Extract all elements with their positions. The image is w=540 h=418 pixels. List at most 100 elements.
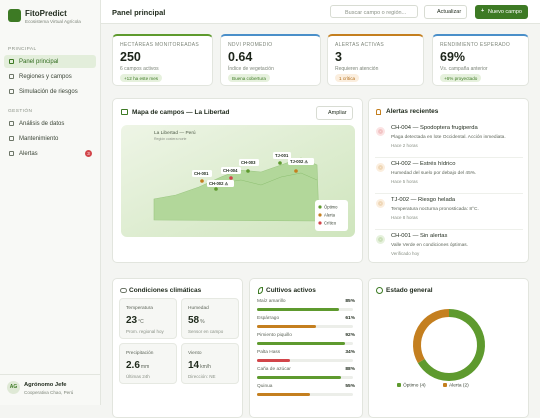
climate-value: 23°C bbox=[126, 315, 144, 326]
divider bbox=[375, 193, 523, 194]
alerts-card: Alertas recientes CH-004 — Spodoptera fr… bbox=[368, 98, 529, 263]
field-marker[interactable] bbox=[278, 161, 282, 165]
kpi-card: RENDIMIENTO ESPERADO 69% Vs. campaña anter… bbox=[432, 34, 529, 86]
bell-icon bbox=[376, 109, 381, 115]
field-marker[interactable] bbox=[229, 176, 233, 180]
top-bar: Panel principal Buscar campo o región...… bbox=[101, 0, 540, 24]
crop-name: Palta Hass bbox=[257, 350, 281, 355]
field-marker[interactable] bbox=[200, 179, 204, 183]
kpi-card: HECTÁREAS MONITOREADAS 250 6 campos activo… bbox=[112, 34, 213, 86]
user-org: Cooperativa Chao, Perú bbox=[24, 390, 74, 395]
climate-box: Precipitación 2.6mm Últimas 24h bbox=[119, 343, 177, 384]
divider bbox=[375, 229, 523, 230]
search-placeholder: Buscar campo o región... bbox=[345, 9, 407, 16]
field-label[interactable]: TJ-001 bbox=[275, 153, 289, 158]
alert-text: Temperatura nocturna pronosticada: 8°C. bbox=[391, 207, 479, 212]
kpi-sub: Requieren atención bbox=[335, 66, 379, 72]
nav-item[interactable]: Alertas 3 bbox=[4, 147, 96, 160]
search-box[interactable]: Buscar campo o región... bbox=[330, 5, 418, 18]
field-label[interactable]: CH-002 ⚠ bbox=[209, 181, 229, 186]
kpi-label: ALERTAS ACTIVAS bbox=[335, 42, 384, 48]
field-label[interactable]: CH-004 bbox=[223, 168, 238, 173]
field-label[interactable]: CH-003 bbox=[241, 160, 256, 165]
nav-item[interactable]: Simulación de riesgos bbox=[4, 85, 96, 98]
field-label[interactable]: TJ-002 ⚠ bbox=[290, 159, 308, 164]
climate-number: 23 bbox=[126, 315, 138, 326]
nav-label: Panel principal bbox=[19, 58, 59, 65]
button-label: Nuevo campo bbox=[488, 9, 522, 15]
crop-name: Espárrago bbox=[257, 316, 280, 321]
field-marker[interactable] bbox=[294, 169, 298, 173]
donut-segment bbox=[417, 309, 485, 381]
button-label: Actualizar bbox=[437, 9, 462, 15]
nav-label: Mantenimiento bbox=[19, 135, 59, 142]
climate-label: Precipitación bbox=[126, 351, 154, 356]
nav-item[interactable]: Análisis de datos bbox=[4, 117, 96, 130]
kpi-value: 3 bbox=[335, 50, 342, 64]
alert-time: Hace 8 horas bbox=[391, 215, 418, 220]
climate-label: Viento bbox=[188, 351, 202, 356]
terrain-contour bbox=[220, 172, 318, 186]
legend-swatch bbox=[318, 205, 322, 209]
map: La Libertad — Perú Región costera norte … bbox=[121, 125, 355, 237]
crop-percent: 92% bbox=[345, 333, 355, 338]
new-field-button[interactable]: + Nuevo campo bbox=[475, 5, 528, 19]
field-label[interactable]: CH-001 bbox=[194, 171, 209, 176]
alert-title[interactable]: CH-004 — Spodoptera frugiperda bbox=[391, 125, 478, 131]
alert-title[interactable]: TJ-002 — Riesgo helada bbox=[391, 197, 456, 203]
alert-title[interactable]: CH-001 — Sin alertas bbox=[391, 233, 448, 239]
kpi-value: 0.64 bbox=[228, 50, 253, 64]
divider bbox=[375, 157, 523, 158]
card-title: Estado general bbox=[386, 287, 433, 294]
legend-swatch bbox=[397, 383, 401, 387]
nav-label: Alertas bbox=[19, 150, 38, 157]
nav-item[interactable]: Regiones y campos bbox=[4, 70, 96, 83]
climate-number: 58 bbox=[188, 315, 200, 326]
kpi-card: NDVI PROMEDIO 0.64 Índice de vegetación Bue… bbox=[220, 34, 321, 86]
card-title: Condiciones climáticas bbox=[129, 287, 202, 294]
nav-item[interactable]: Panel principal bbox=[4, 55, 96, 68]
climate-unit: km/h bbox=[200, 364, 211, 370]
climate-card: Condiciones climáticas Temperatura 23°C Pr… bbox=[112, 278, 243, 418]
status-card: Estado general Óptimo (4) Alerta (2) bbox=[368, 278, 529, 418]
marker-tag bbox=[288, 158, 314, 165]
expand-button[interactable]: Ampliar bbox=[316, 106, 353, 120]
alert-icon bbox=[376, 199, 385, 208]
crop-bar bbox=[257, 359, 290, 362]
alert-time: Verificado hoy bbox=[391, 251, 420, 256]
kpi-sub: 6 campos activos bbox=[120, 66, 159, 72]
crop-bar bbox=[257, 376, 342, 379]
crop-name: Pimiento piquillo bbox=[257, 333, 292, 338]
kpi-label: RENDIMIENTO ESPERADO bbox=[440, 42, 511, 48]
map-subregion: Región costera norte bbox=[154, 137, 187, 141]
climate-box: Viento 14km/h Dirección: NE bbox=[181, 343, 239, 384]
climate-value: 2.6mm bbox=[126, 360, 149, 371]
field-marker[interactable] bbox=[214, 187, 218, 191]
crop-percent: 34% bbox=[345, 350, 355, 355]
alert-time: Hace 2 horas bbox=[391, 143, 418, 148]
legend-label: Óptimo (4) bbox=[403, 382, 426, 389]
avatar: AG bbox=[7, 381, 20, 394]
alert-title[interactable]: CH-002 — Estrés hídrico bbox=[391, 161, 456, 167]
nav-section: GESTIÓN bbox=[8, 109, 33, 114]
nav-item[interactable]: Mantenimiento bbox=[4, 132, 96, 145]
climate-label: Temperatura bbox=[126, 306, 153, 311]
plus-icon: + bbox=[481, 8, 485, 14]
kpi-chip: +6% proyectado bbox=[440, 74, 482, 82]
alert-icon bbox=[376, 127, 385, 136]
crop-percent: 88% bbox=[345, 367, 355, 372]
crop-percent: 61% bbox=[345, 316, 355, 321]
alert-text: Valle Verde en condiciones óptimas. bbox=[391, 243, 468, 248]
terrain bbox=[153, 157, 320, 222]
refresh-button[interactable]: Actualizar bbox=[424, 5, 468, 19]
climate-value: 58% bbox=[188, 315, 205, 326]
nav-label: Regiones y campos bbox=[19, 73, 72, 80]
marker-tag bbox=[207, 180, 234, 187]
legend-swatch bbox=[318, 221, 322, 225]
kpi-sub: Vs. campaña anterior bbox=[440, 66, 488, 72]
field-marker[interactable] bbox=[246, 169, 250, 173]
crop-bar bbox=[257, 308, 339, 311]
marker-tag bbox=[273, 152, 291, 159]
status-icon bbox=[376, 287, 383, 294]
